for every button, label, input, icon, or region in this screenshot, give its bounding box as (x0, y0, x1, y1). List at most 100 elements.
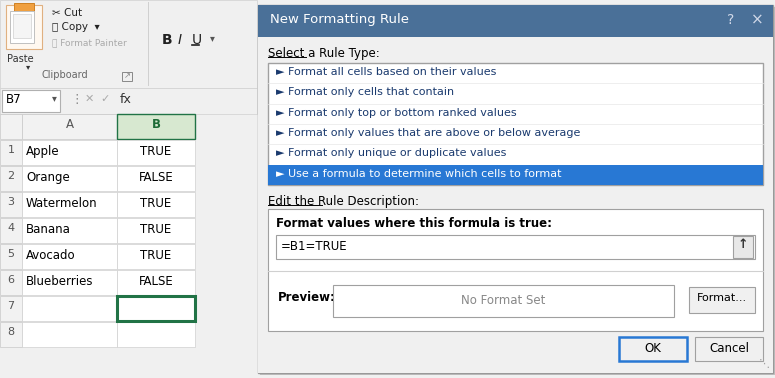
Text: ► Format only unique or duplicate values: ► Format only unique or duplicate values (276, 148, 506, 158)
Bar (22, 244, 117, 269)
Bar (6, 5, 42, 49)
Bar (22, 322, 117, 347)
Bar (22, 270, 117, 295)
Text: B: B (162, 33, 173, 47)
Bar (268, 165, 763, 185)
Text: B7: B7 (6, 93, 22, 106)
Bar (0, 0, 257, 378)
Bar (0, 244, 22, 269)
Text: Blueberries: Blueberries (26, 275, 94, 288)
Text: ↑: ↑ (738, 238, 749, 251)
Text: 8: 8 (8, 327, 15, 337)
Bar (276, 235, 755, 259)
Text: Orange: Orange (26, 171, 70, 184)
Text: 🖌️ Format Painter: 🖌️ Format Painter (52, 38, 127, 47)
Text: ► Format only cells that contain: ► Format only cells that contain (276, 87, 454, 97)
Bar (0, 88, 257, 114)
Text: ► Format only top or bottom ranked values: ► Format only top or bottom ranked value… (276, 108, 517, 118)
Text: B: B (151, 118, 160, 131)
Text: ▾: ▾ (26, 62, 30, 71)
Text: fx: fx (120, 93, 132, 106)
Text: ► Format only values that are above or below average: ► Format only values that are above or b… (276, 128, 580, 138)
Bar (117, 140, 195, 165)
Text: Paste: Paste (7, 54, 33, 64)
Bar (268, 63, 763, 185)
Text: FALSE: FALSE (139, 171, 174, 184)
Bar (117, 244, 195, 269)
Text: ✓: ✓ (100, 94, 109, 104)
Bar (0, 114, 22, 139)
Bar (117, 166, 195, 191)
Text: Select a Rule Type:: Select a Rule Type: (268, 47, 380, 60)
Bar (14, 3, 34, 11)
Bar (619, 337, 687, 361)
Bar (22, 218, 117, 243)
Bar (0, 140, 22, 165)
Text: 📋 Copy  ▾: 📋 Copy ▾ (52, 22, 100, 32)
Bar (258, 5, 773, 37)
Text: ⋱: ⋱ (759, 359, 770, 369)
Bar (22, 192, 117, 217)
Bar (260, 7, 775, 375)
Bar (0, 322, 22, 347)
Bar (117, 192, 195, 217)
Text: TRUE: TRUE (140, 197, 171, 210)
Bar (0, 270, 22, 295)
Bar (22, 166, 117, 191)
Text: ▾: ▾ (52, 93, 57, 103)
Text: Apple: Apple (26, 145, 60, 158)
Text: Format values where this formula is true:: Format values where this formula is true… (276, 217, 552, 230)
Text: 2: 2 (8, 171, 15, 181)
Bar (689, 287, 755, 313)
Text: ✂ Cut: ✂ Cut (52, 8, 82, 18)
Bar (0, 296, 22, 321)
Bar (258, 5, 773, 373)
Bar (122, 72, 132, 81)
Text: 6: 6 (8, 275, 15, 285)
Bar (148, 2, 149, 86)
Bar (10, 11, 34, 43)
Text: TRUE: TRUE (140, 249, 171, 262)
Bar (733, 236, 753, 258)
Text: 3: 3 (8, 197, 15, 207)
Text: FALSE: FALSE (139, 275, 174, 288)
Bar (22, 140, 117, 165)
Text: ?: ? (727, 13, 734, 27)
Text: Avocado: Avocado (26, 249, 76, 262)
Bar (695, 337, 763, 361)
Bar (0, 0, 257, 88)
Text: TRUE: TRUE (140, 223, 171, 236)
Bar (0, 218, 22, 243)
Text: ×: × (751, 13, 763, 28)
Text: New Formatting Rule: New Formatting Rule (270, 13, 409, 26)
Text: ▾: ▾ (210, 33, 215, 43)
Bar (22, 114, 117, 139)
Text: I: I (178, 33, 182, 47)
Text: 5: 5 (8, 249, 15, 259)
Text: ► Format all cells based on their values: ► Format all cells based on their values (276, 67, 496, 77)
Bar (0, 166, 22, 191)
Bar (22, 296, 117, 321)
Text: Preview:: Preview: (278, 291, 336, 304)
Bar (2, 90, 60, 112)
Text: A: A (66, 118, 74, 131)
Text: =B1=TRUE: =B1=TRUE (281, 240, 348, 253)
Text: 1: 1 (8, 145, 15, 155)
Text: Edit the Rule Description:: Edit the Rule Description: (268, 195, 419, 208)
Text: U: U (192, 33, 202, 47)
Text: OK: OK (645, 342, 661, 355)
Bar (13, 14, 31, 38)
Text: Watermelon: Watermelon (26, 197, 98, 210)
Bar (117, 322, 195, 347)
Text: TRUE: TRUE (140, 145, 171, 158)
Bar (117, 114, 195, 139)
Text: Format...: Format... (697, 293, 747, 303)
Text: No Format Set: No Format Set (461, 294, 546, 307)
Text: Cancel: Cancel (709, 342, 749, 355)
Bar (268, 209, 763, 331)
Text: Clipboard: Clipboard (42, 70, 88, 80)
Text: 4: 4 (8, 223, 15, 233)
Bar (258, 37, 773, 373)
Text: ✕: ✕ (85, 94, 95, 104)
Text: 7: 7 (8, 301, 15, 311)
